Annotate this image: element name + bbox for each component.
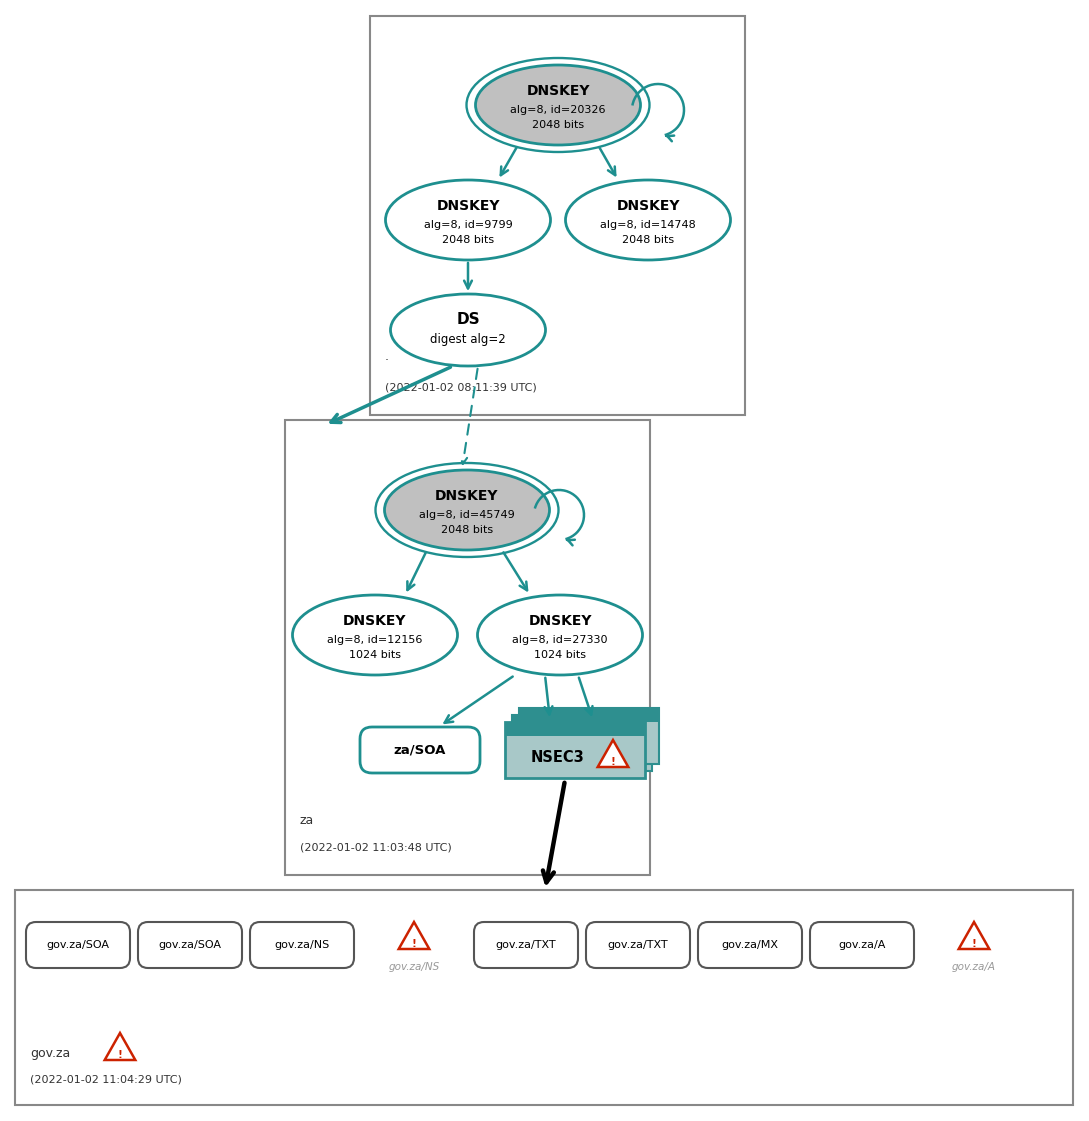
Ellipse shape	[386, 180, 551, 260]
FancyBboxPatch shape	[512, 715, 652, 729]
Text: !: !	[971, 939, 977, 949]
Text: gov.za/NS: gov.za/NS	[274, 941, 330, 949]
Text: alg=8, id=14748: alg=8, id=14748	[600, 220, 696, 230]
Text: .: .	[386, 351, 389, 363]
Text: !: !	[611, 757, 615, 767]
Text: !: !	[118, 1050, 122, 1060]
FancyBboxPatch shape	[505, 722, 645, 778]
Ellipse shape	[476, 65, 640, 145]
Text: gov.za/A: gov.za/A	[839, 941, 885, 949]
Text: 2048 bits: 2048 bits	[622, 235, 674, 245]
Ellipse shape	[391, 294, 546, 365]
Text: alg=8, id=27330: alg=8, id=27330	[512, 634, 608, 645]
Text: alg=8, id=12156: alg=8, id=12156	[328, 634, 423, 645]
FancyBboxPatch shape	[698, 921, 802, 969]
FancyBboxPatch shape	[250, 921, 354, 969]
FancyBboxPatch shape	[138, 921, 242, 969]
Text: DNSKEY: DNSKEY	[437, 200, 500, 213]
Text: gov.za/TXT: gov.za/TXT	[608, 941, 669, 949]
FancyBboxPatch shape	[360, 728, 480, 773]
Ellipse shape	[477, 595, 643, 675]
Text: (2022-01-02 08:11:39 UTC): (2022-01-02 08:11:39 UTC)	[386, 382, 537, 392]
Text: gov.za/MX: gov.za/MX	[722, 941, 779, 949]
Bar	[370, 16, 745, 415]
Text: DS: DS	[456, 313, 480, 327]
Text: digest alg=2: digest alg=2	[430, 334, 506, 346]
Bar	[285, 420, 650, 876]
FancyBboxPatch shape	[519, 708, 659, 765]
Text: gov.za/TXT: gov.za/TXT	[495, 941, 556, 949]
Bar	[15, 890, 1073, 1105]
Polygon shape	[105, 1032, 135, 1060]
Text: (2022-01-02 11:04:29 UTC): (2022-01-02 11:04:29 UTC)	[30, 1074, 182, 1084]
Text: alg=8, id=20326: alg=8, id=20326	[511, 105, 605, 115]
FancyBboxPatch shape	[26, 921, 130, 969]
Text: alg=8, id=9799: alg=8, id=9799	[424, 220, 513, 230]
Text: gov.za/SOA: gov.za/SOA	[159, 941, 221, 949]
Text: za/SOA: za/SOA	[394, 743, 446, 757]
Polygon shape	[399, 921, 429, 949]
Text: DNSKEY: DNSKEY	[526, 84, 590, 98]
Text: za: za	[299, 814, 315, 826]
Polygon shape	[598, 740, 628, 767]
Text: NSEC3: NSEC3	[530, 750, 584, 766]
Text: 2048 bits: 2048 bits	[441, 525, 493, 535]
Text: gov.za/A: gov.za/A	[952, 962, 996, 972]
Ellipse shape	[384, 470, 550, 550]
Text: DNSKEY: DNSKEY	[528, 614, 591, 628]
Text: 2048 bits: 2048 bits	[442, 235, 494, 245]
Text: DNSKEY: DNSKEY	[343, 614, 407, 628]
Text: gov.za/NS: gov.za/NS	[389, 962, 440, 972]
Ellipse shape	[565, 180, 731, 260]
FancyBboxPatch shape	[519, 708, 659, 722]
Text: alg=8, id=45749: alg=8, id=45749	[419, 510, 515, 520]
Text: 1024 bits: 1024 bits	[348, 650, 401, 660]
FancyBboxPatch shape	[505, 722, 645, 736]
Text: gov.za/SOA: gov.za/SOA	[47, 941, 110, 949]
FancyBboxPatch shape	[474, 921, 578, 969]
Text: DNSKEY: DNSKEY	[616, 200, 680, 213]
FancyBboxPatch shape	[512, 715, 652, 771]
Text: (2022-01-02 11:03:48 UTC): (2022-01-02 11:03:48 UTC)	[299, 842, 452, 852]
FancyBboxPatch shape	[810, 921, 914, 969]
Text: DNSKEY: DNSKEY	[436, 489, 499, 503]
FancyBboxPatch shape	[586, 921, 690, 969]
Ellipse shape	[293, 595, 457, 675]
Polygon shape	[958, 921, 989, 949]
Text: !: !	[412, 939, 416, 949]
Text: gov.za: gov.za	[30, 1047, 71, 1059]
Text: 2048 bits: 2048 bits	[531, 120, 584, 130]
Text: 1024 bits: 1024 bits	[534, 650, 586, 660]
